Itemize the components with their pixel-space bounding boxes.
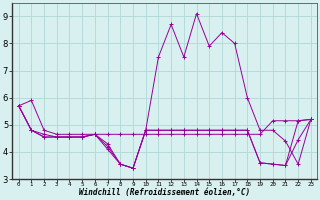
X-axis label: Windchill (Refroidissement éolien,°C): Windchill (Refroidissement éolien,°C) [79, 188, 250, 197]
